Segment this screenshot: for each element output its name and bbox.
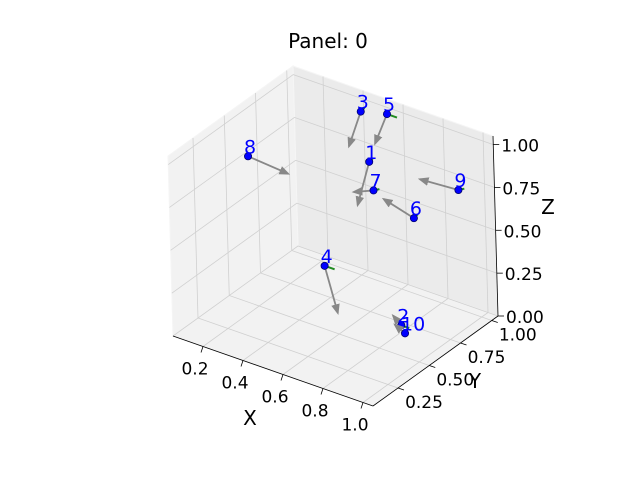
axis-panes — [167, 65, 500, 407]
z-tick-label: 0.75 — [502, 179, 540, 199]
x-tick-label: 0.2 — [181, 360, 208, 380]
point-label: 7 — [370, 170, 382, 192]
grey-arrow — [355, 161, 371, 208]
x-tick-label: 0.6 — [261, 388, 288, 408]
z-grid-line — [168, 74, 494, 165]
grey-arrow — [381, 197, 415, 219]
x-tick — [240, 360, 244, 367]
point-label: 1 — [365, 142, 377, 164]
z-grid-line — [170, 159, 496, 251]
y-tick — [491, 320, 498, 323]
z-grid-line — [172, 245, 499, 337]
data-marks: 1 2 3 4 5 6 7 8 9 10 — [244, 92, 467, 338]
data-point — [369, 186, 378, 195]
data-point — [409, 214, 418, 223]
x-tick-label: 0.4 — [221, 374, 248, 394]
point-label: 8 — [244, 136, 256, 158]
z-tick-label: 1.00 — [501, 137, 539, 157]
axis-ticks: 0.20.40.60.81.00.250.500.751.000.000.250… — [172, 135, 544, 436]
x-tick — [200, 346, 204, 353]
y-axis-line — [372, 315, 499, 407]
grey-arrow — [417, 177, 459, 191]
grey-arrow — [374, 113, 388, 146]
grid-lines — [168, 70, 499, 403]
x-tick-label: 0.8 — [301, 402, 328, 422]
z-axis-line — [492, 135, 499, 317]
z-axis-label: Z — [541, 195, 555, 219]
chart-title: Panel: 0 — [288, 29, 368, 53]
x-tick — [360, 402, 364, 409]
y-tick — [397, 387, 405, 391]
point-label: 2 — [397, 305, 409, 327]
data-point — [401, 329, 410, 338]
y-tick — [429, 365, 436, 368]
data-point — [356, 107, 365, 116]
data-point — [320, 261, 329, 270]
x-axis-line — [172, 335, 374, 407]
data-point — [244, 152, 253, 161]
x-tick-label: 1.0 — [341, 416, 368, 436]
data-point — [382, 110, 391, 119]
y-tick-label: 0.75 — [468, 348, 506, 368]
y-axis-label: Y — [468, 369, 482, 393]
y-tick-label: 1.00 — [499, 326, 537, 346]
z-tick-label: 0.00 — [506, 308, 544, 328]
data-point — [365, 157, 374, 166]
z-tick-label: 0.50 — [504, 222, 542, 242]
z-grid-line — [169, 116, 495, 208]
data-point — [454, 185, 463, 194]
x-tick — [280, 374, 284, 381]
y-tick-label: 0.50 — [436, 371, 474, 391]
y-tick — [460, 342, 467, 346]
point-label: 3 — [357, 92, 369, 114]
point-label: 10 — [401, 313, 425, 335]
x-tick — [320, 388, 324, 395]
point-label: 9 — [454, 170, 466, 192]
grey-arrow — [323, 265, 340, 315]
x-axis-label: X — [243, 406, 257, 430]
z-tick-label: 0.25 — [505, 265, 543, 285]
z-grid-line — [171, 202, 497, 294]
point-label: 5 — [383, 94, 395, 116]
y-tick-label: 0.25 — [405, 393, 443, 413]
grey-arrow — [347, 111, 362, 149]
point-label: 4 — [321, 246, 333, 268]
point-label: 6 — [410, 198, 422, 220]
grey-arrow — [247, 155, 291, 175]
